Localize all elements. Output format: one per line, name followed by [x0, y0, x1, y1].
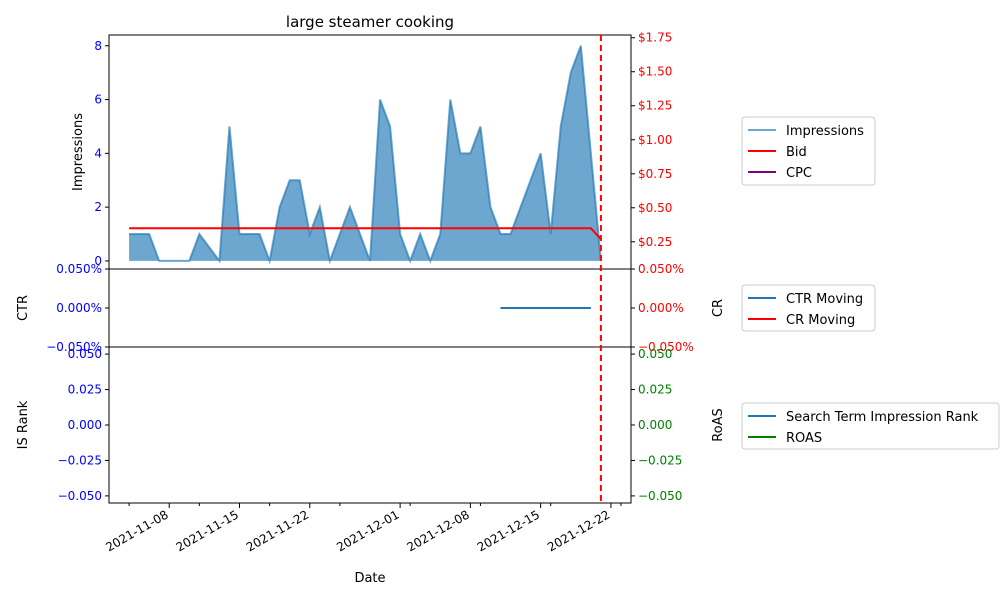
legend-entry: CR Moving	[786, 313, 855, 328]
panels-group: 0 2 4 6 8 $0.25 $0.50 $0.75 $1.00 $1.25 $1.50 $1.75…	[16, 31, 726, 504]
legend-1: Impressions Bid CPC	[741, 116, 876, 186]
right-tick-label: $0.75	[638, 167, 672, 181]
left-tick-label: 0.050	[68, 347, 102, 361]
left-tick-label: 0.000%	[56, 301, 102, 315]
right-tick-label: −0.050	[638, 489, 682, 503]
left-axis-label: CTR	[16, 295, 31, 321]
right-tick-label: $0.25	[638, 235, 672, 249]
chart-title: large steamer cooking	[286, 13, 454, 31]
right-axis-label: CR	[711, 299, 726, 317]
x-axis: 2021-11-08 2021-11-15 2021-11-22 2021-12-01…	[103, 503, 622, 554]
right-tick-label: −0.050%	[638, 340, 694, 354]
left-axis-label: IS Rank	[16, 400, 31, 449]
right-tick-label: $1.50	[638, 65, 672, 79]
right-tick-label: 0.050	[638, 347, 672, 361]
right-tick-label: 0.000%	[638, 301, 684, 315]
x-tick-label: 2021-12-22	[545, 507, 612, 554]
left-tick-label: −0.025	[58, 453, 102, 467]
x-tick-label: 2021-11-22	[244, 507, 311, 554]
legend-2: CTR Moving CR Moving	[741, 284, 876, 332]
right-tick-label: $1.25	[638, 99, 672, 113]
legend-frame	[741, 402, 1000, 450]
panel-middle: −0.050% 0.000% 0.050% −0.050% 0.000% 0.050% CT…	[16, 262, 726, 354]
left-tick-label: −0.050%	[46, 340, 102, 354]
legend-3: Search Term Impression Rank ROAS	[741, 402, 1000, 450]
right-tick-label: −0.025	[638, 453, 682, 467]
x-tick-label: 2021-11-08	[103, 507, 170, 554]
x-tick-label: 2021-12-01	[334, 507, 401, 554]
left-tick-label: 0.025	[68, 383, 102, 397]
x-tick-label: 2021-12-15	[475, 507, 542, 554]
left-tick-label: 2	[94, 200, 102, 214]
right-tick-label: 0.025	[638, 383, 672, 397]
right-tick-label: $1.00	[638, 133, 672, 147]
left-tick-label: 4	[94, 146, 102, 160]
right-tick-label: $0.50	[638, 201, 672, 215]
right-tick-label: 0.050%	[638, 262, 684, 276]
right-tick-label: $1.75	[638, 31, 672, 45]
left-tick-label: 6	[94, 93, 102, 107]
legend-frame	[741, 116, 876, 186]
right-tick-label: 0.000	[638, 418, 672, 432]
left-axis-label: Impressions	[71, 113, 86, 191]
panel-frame	[108, 346, 632, 504]
legend-entry: Search Term Impression Rank	[786, 410, 979, 425]
left-tick-label: 0.000	[68, 418, 102, 432]
legend-entry: ROAS	[786, 431, 822, 446]
bid-line	[129, 227, 602, 240]
left-tick-label: −0.050	[58, 489, 102, 503]
panel-bottom: −0.050 −0.025 0.000 0.025 0.050 −0.050 −0.025 0…	[16, 346, 726, 504]
panel-top: 0 2 4 6 8 $0.25 $0.50 $0.75 $1.00 $1.25 $1.50 $1.75…	[71, 31, 672, 270]
legend-entry: CTR Moving	[786, 292, 863, 307]
legend-entry: Impressions	[786, 124, 864, 139]
x-axis-label: Date	[354, 571, 385, 586]
x-tick-label: 2021-11-15	[174, 507, 241, 554]
left-tick-label: 0.050%	[56, 262, 102, 276]
x-tick-label: 2021-12-08	[404, 507, 471, 554]
legends-group: Impressions Bid CPC CTR Moving CR Moving Sear…	[741, 116, 1000, 450]
legend-entry: CPC	[786, 166, 812, 181]
impressions-line	[129, 45, 602, 265]
right-axis-label: RoAS	[711, 408, 726, 442]
left-tick-label: 8	[94, 39, 102, 53]
legend-entry: Bid	[786, 145, 807, 160]
left-tick-label: 0	[94, 254, 102, 268]
impressions-area	[129, 45, 601, 261]
